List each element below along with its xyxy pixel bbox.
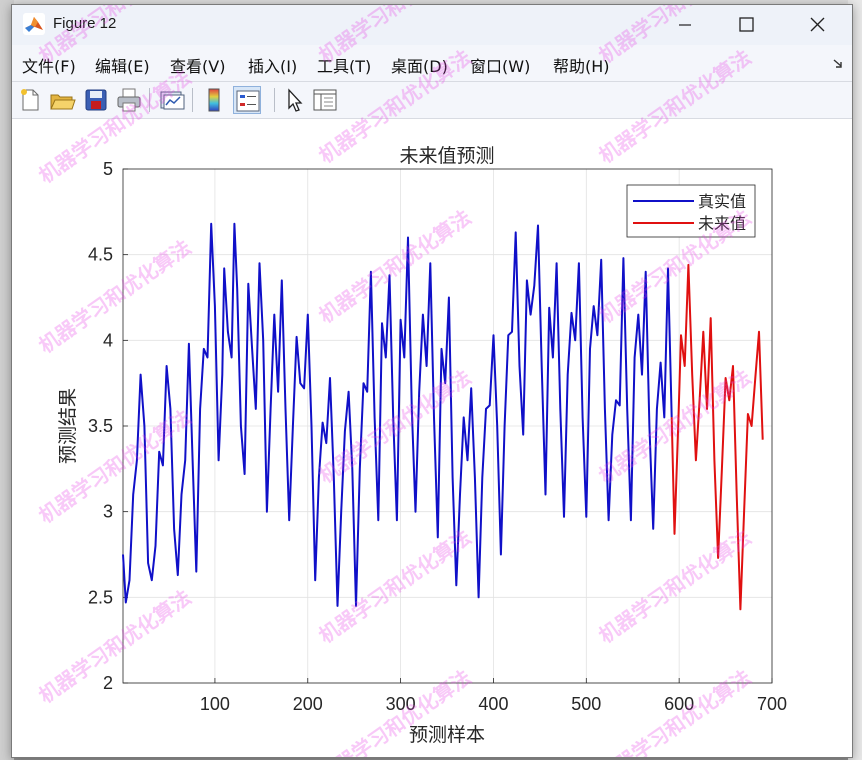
y-axis-label: 预测结果 <box>57 388 79 464</box>
chart-title: 未来值预测 <box>399 145 494 167</box>
new-figure-icon <box>21 89 39 111</box>
x-tick-label: 100 <box>200 694 230 714</box>
figure-window: Figure 12 文件(F) 编辑(E) 查看(V) 插入(I) 工具(T) … <box>11 4 853 758</box>
window-title: Figure 12 <box>53 15 117 32</box>
open-icon <box>50 94 76 110</box>
legend-label-true-value: 真实值 <box>698 192 746 211</box>
colorbar-button[interactable] <box>200 86 228 114</box>
desktop-left-edge <box>0 0 14 760</box>
menu-insert[interactable]: 插入(I) <box>248 57 298 76</box>
series-line-future-value <box>670 263 764 611</box>
x-tick-label: 200 <box>293 694 323 714</box>
x-tick-label: 700 <box>757 694 787 714</box>
print-icon <box>117 88 141 112</box>
colorbar-icon <box>208 88 220 112</box>
dock-arrow-icon[interactable] <box>832 57 844 69</box>
link-plot-icon <box>160 91 185 110</box>
toolbar-separator <box>149 88 150 112</box>
menu-file[interactable]: 文件(F) <box>22 57 76 76</box>
legend-box <box>626 184 756 238</box>
y-tick-label: 3.5 <box>88 416 113 436</box>
y-tick-label: 4.5 <box>88 245 113 265</box>
save-button[interactable] <box>82 86 110 114</box>
save-icon <box>85 89 107 111</box>
print-button[interactable] <box>115 86 143 114</box>
x-tick-label: 600 <box>664 694 694 714</box>
minimize-button[interactable] <box>662 5 708 45</box>
menu-window[interactable]: 窗口(W) <box>470 57 531 76</box>
legend-label-future-value: 未来值 <box>698 214 746 233</box>
toolbar-separator <box>274 88 275 112</box>
close-icon <box>810 17 825 32</box>
x-tick-label: 400 <box>478 694 508 714</box>
title-bar[interactable]: Figure 12 <box>12 5 852 45</box>
open-button[interactable] <box>48 86 76 114</box>
property-inspector-button[interactable] <box>311 86 339 114</box>
menu-view[interactable]: 查看(V) <box>170 57 226 76</box>
legend-button[interactable] <box>233 86 261 114</box>
toolbar-separator <box>192 88 193 112</box>
x-tick-label: 500 <box>571 694 601 714</box>
menu-edit[interactable]: 编辑(E) <box>95 57 150 76</box>
tool-bar <box>12 82 852 119</box>
minimize-icon <box>679 24 691 26</box>
maximize-button[interactable] <box>723 5 769 45</box>
x-axis-label: 预测样本 <box>409 724 485 746</box>
legend-icon <box>236 90 260 112</box>
link-plot-button[interactable] <box>158 86 186 114</box>
y-tick-label: 5 <box>103 159 113 179</box>
matlab-icon <box>23 13 45 35</box>
property-inspector-icon <box>313 89 337 111</box>
pointer-icon <box>288 88 303 112</box>
menu-bar: 文件(F) 编辑(E) 查看(V) 插入(I) 工具(T) 桌面(D) 窗口(W… <box>12 45 852 82</box>
legend[interactable]: 真实值 未来值 <box>626 184 756 238</box>
x-tick-label: 300 <box>386 694 416 714</box>
y-tick-label: 4 <box>103 330 113 350</box>
y-tick-label: 2.5 <box>88 587 113 607</box>
series-line-true-value <box>122 222 673 607</box>
pointer-button[interactable] <box>280 86 308 114</box>
desktop-top-edge <box>0 0 862 6</box>
close-button[interactable] <box>794 5 840 45</box>
figure-canvas: 100 200 300 400 500 600 700 2 2.5 3 3.5 4 4.5 5 未来值预测… <box>12 119 852 757</box>
new-figure-button[interactable] <box>16 86 44 114</box>
menu-help[interactable]: 帮助(H) <box>553 57 610 76</box>
y-tick-label: 3 <box>103 502 113 522</box>
menu-desktop[interactable]: 桌面(D) <box>391 57 448 76</box>
menu-tools[interactable]: 工具(T) <box>317 57 372 76</box>
y-tick-label: 2 <box>103 673 113 693</box>
maximize-icon <box>739 17 754 32</box>
